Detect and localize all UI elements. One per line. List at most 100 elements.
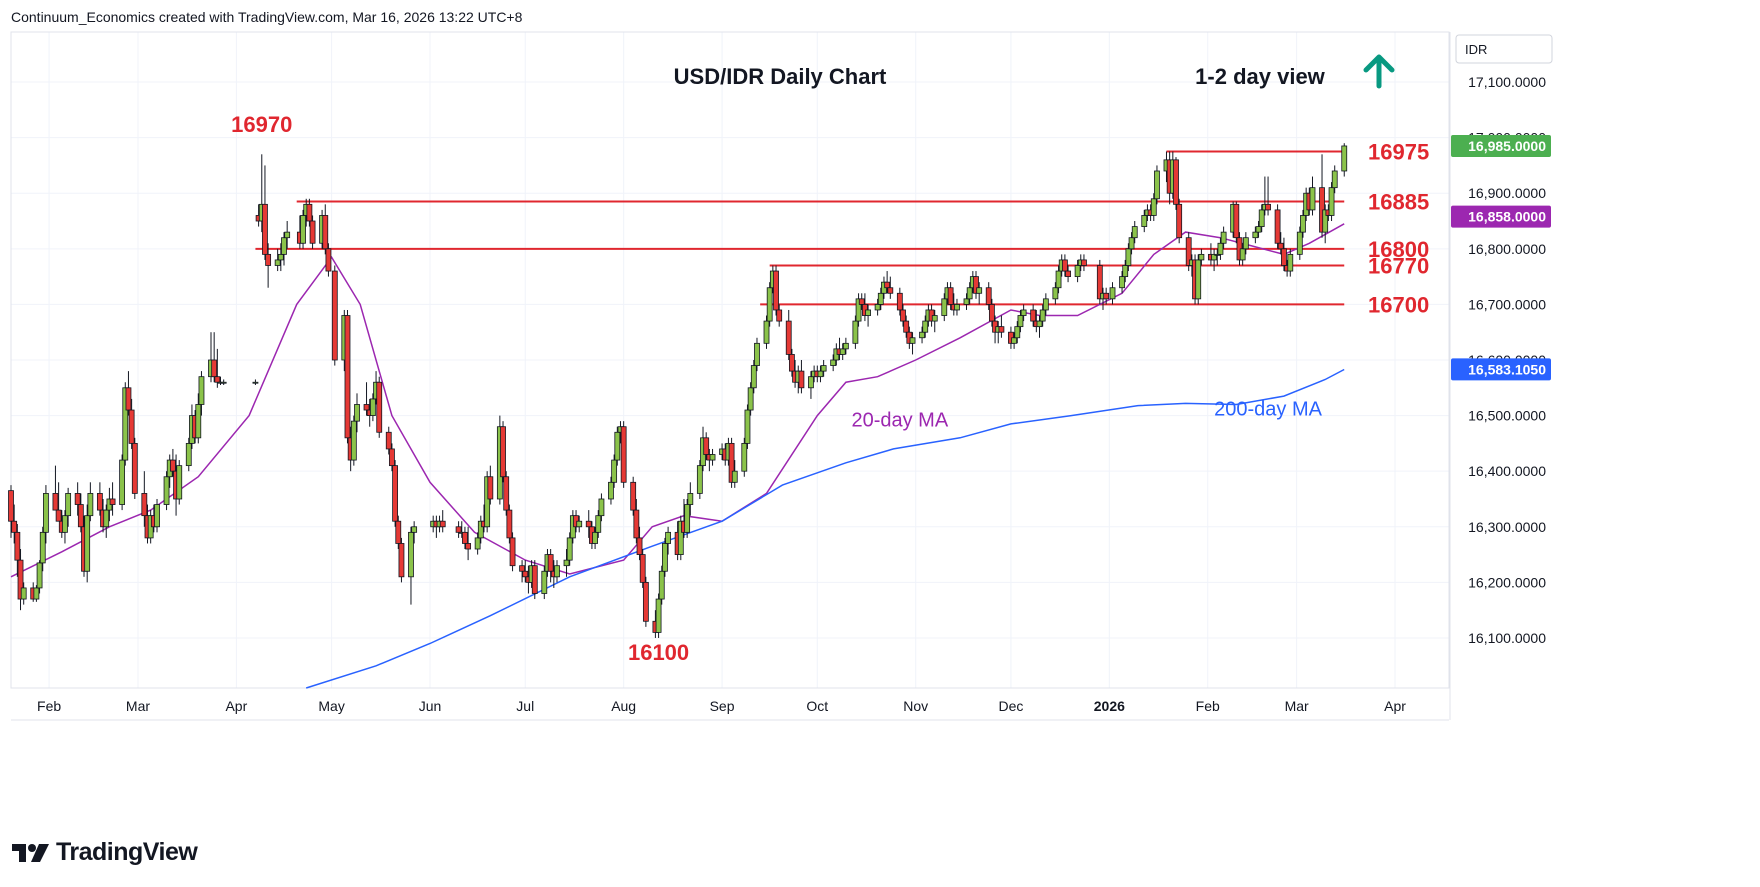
candle-body [163,476,170,505]
candle [17,549,24,611]
candle [963,293,970,310]
candle-body [931,315,938,322]
candle-body [1233,203,1240,239]
candle-body [154,504,160,528]
candle-body [439,520,446,528]
candle-body [566,537,573,561]
candle-body [817,370,824,378]
candle-body [465,543,472,550]
tradingview-logo[interactable]: TradingView [12,838,198,867]
candle-body [687,493,694,505]
candle-body [1341,145,1348,172]
candle-body [62,515,68,533]
candle-body [662,543,668,572]
x-tick-label: Nov [903,698,928,714]
candle [1074,259,1081,283]
candle [262,165,268,260]
candle-body [389,448,395,467]
candle [696,460,703,499]
candle-body [1125,248,1132,266]
candle-body [1173,159,1179,205]
candle-body [1020,309,1027,316]
candle-body [96,493,103,511]
candle-body [684,504,691,533]
candle [220,379,227,386]
candle-body [274,259,281,266]
candle [33,585,40,602]
candle-body [1119,276,1125,289]
candle [1287,248,1294,277]
candle [103,504,110,538]
candle-body [55,509,62,522]
candle [1265,176,1271,216]
candle [554,560,560,583]
candle-body [1052,287,1059,300]
time-axis: Feb Mar Apr May Jun Jul Aug Sep Oct Nov Dec 2026 Feb… [37,698,1406,714]
candle [595,510,602,538]
candle [376,376,383,438]
x-tick-label: Feb [1196,698,1220,714]
candle [506,504,513,544]
candle [522,560,529,583]
chart-attribution: Continuum_Economics created with Trading… [11,9,523,25]
candle-body [766,287,773,322]
candle-body [262,203,268,255]
candle [620,421,627,488]
currency-box[interactable] [1455,34,1553,64]
candle-body [477,520,484,539]
candle [211,332,218,383]
candle [658,565,665,605]
candle-body [909,337,916,344]
x-tick-label: Aug [611,698,636,714]
candle-body [220,381,227,384]
candle-body [1081,259,1087,266]
candle [477,515,484,544]
candle-body [395,520,402,544]
candle [900,304,906,327]
candle [1309,176,1316,216]
candle-body [325,248,332,272]
candle-body [1055,270,1062,289]
candle-body [1300,215,1306,233]
candle-body [500,426,506,478]
candle [411,521,418,544]
candle [884,271,891,294]
candle [1281,237,1287,272]
candle [519,560,525,583]
candle [389,443,395,472]
candle [773,265,779,316]
candle [808,371,814,399]
candle [369,393,376,422]
candle [265,243,272,288]
candle [354,393,360,433]
candle-body [696,465,703,494]
up-arrow-icon [1363,54,1395,89]
moving-average-label: 200-day MA [1214,399,1322,421]
candle [395,515,402,550]
candle-body [985,287,992,305]
candle [655,593,662,638]
candle-body [1103,292,1110,300]
candle [1017,309,1024,333]
candle [754,337,760,372]
candle [903,315,910,338]
y-tick-label: 16,100.0000 [1468,630,1546,646]
candle-body [900,309,906,322]
candle-body [462,531,468,544]
candle [109,482,116,516]
candle-body [455,526,462,533]
candle-body [354,404,360,422]
candle [1081,254,1087,272]
candle [1096,259,1103,305]
candle-body [1331,170,1338,189]
price-tag-label: 16,858.0000 [1468,209,1546,225]
candle [789,348,795,377]
candle [1039,304,1046,327]
level-label: 16700 [1368,292,1429,317]
candle [817,365,824,383]
candle-body [855,298,862,322]
candle [665,526,671,555]
candle [1020,304,1027,322]
candle [820,360,827,377]
